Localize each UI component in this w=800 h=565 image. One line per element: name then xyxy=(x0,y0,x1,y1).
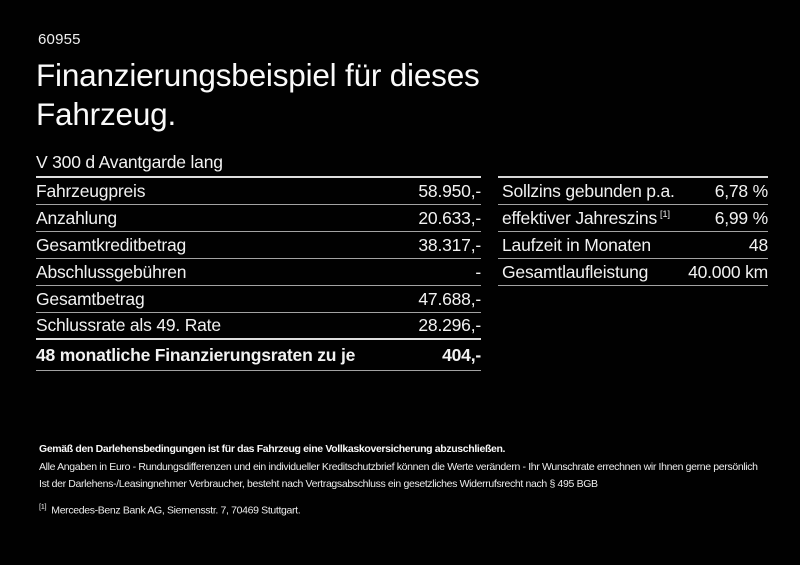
row-label: Gesamtlaufleistung xyxy=(502,261,649,282)
row-label: Schlussrate als 49. Rate xyxy=(36,315,221,335)
row-value: 38.317,- xyxy=(418,234,481,255)
row-value: 48 xyxy=(748,234,768,255)
table-row: Gesamtlaufleistung 40.000 km xyxy=(498,259,768,286)
bank-footnote-text: Mercedes-Benz Bank AG, Siemensstr. 7, 70… xyxy=(51,504,301,516)
row-label: effektiver Jahreszins [1] xyxy=(502,208,670,229)
table-row: Laufzeit in Monaten 48 xyxy=(498,232,768,259)
row-label: Gesamtbetrag xyxy=(36,288,145,309)
row-label: Sollzins gebunden p.a. xyxy=(502,180,675,201)
insurance-note: Gemäß den Darlehensbedingungen ist für d… xyxy=(39,443,506,455)
row-label: Laufzeit in Monaten xyxy=(502,234,651,255)
table-row: Abschlussgebühren - xyxy=(36,259,481,286)
row-value: 58.950,- xyxy=(418,180,481,201)
row-value: 6,78 % xyxy=(714,180,768,201)
table-row: Gesamtbetrag 47.688,- xyxy=(36,286,481,313)
row-label-text: effektiver Jahreszins xyxy=(502,207,657,228)
row-value: - xyxy=(475,261,481,282)
table-row: Fahrzeugpreis 58.950,- xyxy=(36,178,481,205)
disclaimer-note: Alle Angaben in Euro - Rundungsdifferenz… xyxy=(39,460,758,473)
conditions-table: Sollzins gebunden p.a. 6,78 % effektiver… xyxy=(498,176,768,286)
total-row-label: 48 monatliche Finanzierungsraten zu je xyxy=(36,344,356,365)
page-title: Finanzierungsbeispiel für dieses Fahrzeug… xyxy=(36,56,480,134)
row-value: 40.000 km xyxy=(688,261,768,282)
table-row: Gesamtkreditbetrag 38.317,- xyxy=(36,232,481,259)
page-title-line1: Finanzierungsbeispiel für dieses xyxy=(36,57,480,93)
row-label: Gesamtkreditbetrag xyxy=(36,234,187,255)
total-row-value: 404,- xyxy=(442,344,481,365)
bank-footnote: [1] Mercedes-Benz Bank AG, Siemensstr. 7,… xyxy=(39,498,758,520)
row-label: Anzahlung xyxy=(36,207,117,228)
monthly-rate-total-row: 48 monatliche Finanzierungsraten zu je 4… xyxy=(36,340,481,371)
footnote-marker: [1] xyxy=(39,501,47,511)
row-label: Fahrzeugpreis xyxy=(36,180,146,201)
page-title-line2: Fahrzeug. xyxy=(36,96,177,132)
vehicle-model-header: V 300 d Avantgarde lang xyxy=(36,148,481,178)
table-row: Anzahlung 20.633,- xyxy=(36,205,481,232)
row-value: 28.296,- xyxy=(418,315,481,335)
table-row: Sollzins gebunden p.a. 6,78 % xyxy=(498,178,768,205)
table-row: Schlussrate als 49. Rate 28.296,- xyxy=(36,313,481,340)
row-label: Abschlussgebühren xyxy=(36,261,187,282)
footnote-marker: [1] xyxy=(660,208,671,219)
row-value: 47.688,- xyxy=(418,288,481,309)
table-row: effektiver Jahreszins [1] 6,99 % xyxy=(498,205,768,232)
row-value: 20.633,- xyxy=(418,207,481,228)
financing-table: V 300 d Avantgarde lang Fahrzeugpreis 58… xyxy=(36,148,481,371)
vehicle-model: V 300 d Avantgarde lang xyxy=(36,151,223,172)
legal-notes: Gemäß den Darlehensbedingungen ist für d… xyxy=(39,441,758,520)
withdrawal-note: Ist der Darlehens-/Leasingnehmer Verbrau… xyxy=(39,478,598,490)
reference-number: 60955 xyxy=(38,31,81,48)
row-value: 6,99 % xyxy=(714,207,768,228)
